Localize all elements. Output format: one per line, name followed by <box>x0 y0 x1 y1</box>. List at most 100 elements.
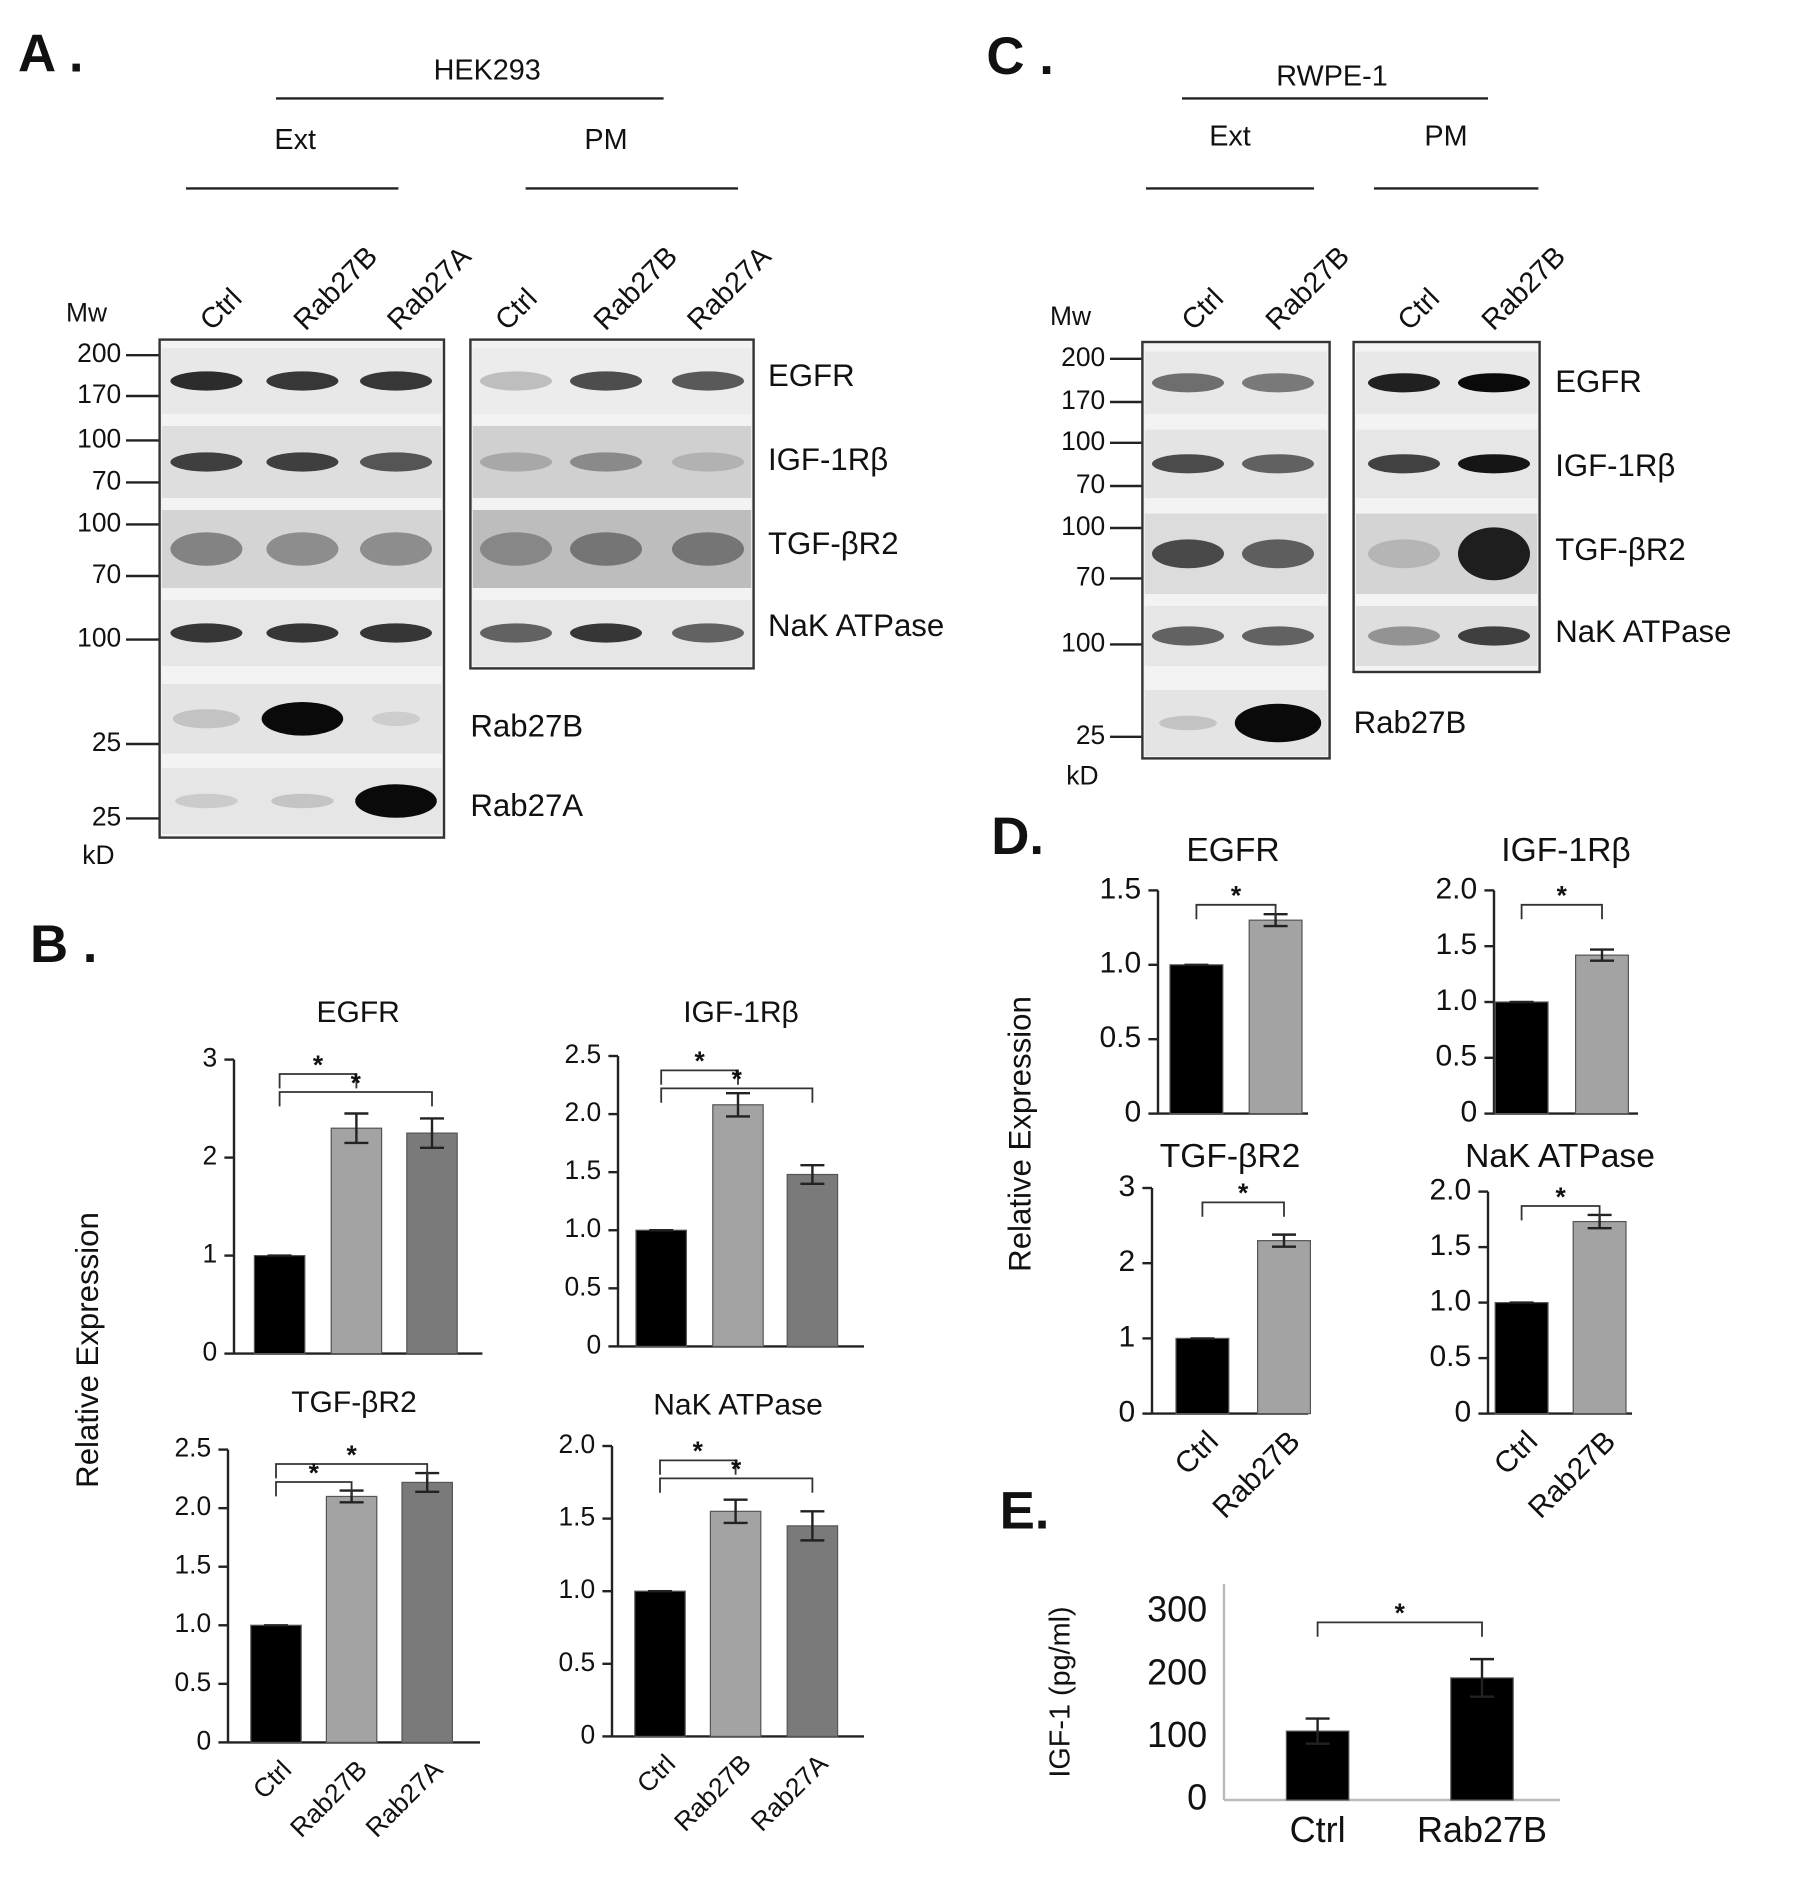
error-bar <box>344 1112 369 1145</box>
significance-bracket <box>278 1091 433 1107</box>
significance-bracket <box>1520 1205 1601 1221</box>
bar <box>325 1495 378 1744</box>
band <box>570 623 642 643</box>
y-tick-label: 2.5 <box>175 1433 212 1463</box>
y-tick-label: 3 <box>1119 1170 1136 1203</box>
band <box>1152 626 1224 646</box>
error-bar <box>420 1117 444 1149</box>
band <box>1368 454 1440 474</box>
y-tick-label: 0 <box>1119 1396 1136 1429</box>
y-tick-label: 1 <box>1119 1320 1136 1353</box>
mw-marker: 100 <box>77 423 121 453</box>
band <box>360 371 432 391</box>
mw-unit: kD <box>1066 761 1098 791</box>
protein-label: NaK ATPase <box>1555 614 1731 649</box>
y-tick-label: 0.5 <box>559 1647 596 1677</box>
band <box>1152 539 1224 569</box>
error-bar <box>1272 1233 1296 1248</box>
protein-label: IGF-1Rβ <box>768 442 888 477</box>
band <box>360 623 432 643</box>
y-axis-label: Relative Expression <box>1003 996 1038 1272</box>
y-tick-label: 0.5 <box>175 1667 212 1697</box>
significance-label: * <box>313 1050 324 1080</box>
group-label: PM <box>1424 121 1467 153</box>
bar <box>1572 1220 1627 1415</box>
bar <box>712 1104 764 1347</box>
y-tick-label: 300 <box>1147 1589 1207 1630</box>
protein-label: Rab27B <box>470 709 583 744</box>
mw-marker: 25 <box>1076 720 1105 750</box>
y-tick-label: 2.0 <box>565 1097 602 1127</box>
mw-marker: 25 <box>92 801 121 831</box>
mw-marker: 100 <box>1061 511 1105 541</box>
band <box>170 371 243 391</box>
bar <box>1169 964 1224 1115</box>
chart-title: EGFR <box>317 996 400 1029</box>
protein-label: IGF-1Rβ <box>1555 448 1675 483</box>
blot-box <box>158 338 446 839</box>
y-tick-label: 2.0 <box>1429 1174 1471 1207</box>
band <box>170 623 243 643</box>
significance-bracket <box>1520 903 1603 920</box>
significance-bracket <box>1316 1621 1483 1637</box>
bar <box>1494 1302 1549 1415</box>
y-tick-label: 0.5 <box>1099 1021 1141 1054</box>
band <box>170 452 243 472</box>
band <box>480 452 552 472</box>
chart-title: NaK ATPase <box>653 1388 823 1421</box>
band <box>672 532 744 566</box>
y-tick-label: 3 <box>203 1043 218 1073</box>
bar <box>634 1590 686 1737</box>
y-tick-label: 1.0 <box>559 1574 596 1604</box>
y-tick-label: 0 <box>197 1725 212 1755</box>
significance-label: * <box>1395 1598 1406 1628</box>
significance-label: * <box>1238 1178 1249 1208</box>
y-tick-label: 1.5 <box>1099 872 1141 905</box>
band <box>1458 373 1530 393</box>
significance-bracket <box>275 1481 353 1497</box>
y-tick-label: 200 <box>1147 1651 1207 1692</box>
band <box>1159 715 1217 731</box>
mw-marker: 170 <box>77 379 121 409</box>
significance-bracket <box>660 1087 814 1103</box>
mw-marker: 100 <box>77 507 121 537</box>
significance-label: * <box>731 1454 742 1484</box>
mw-marker: 100 <box>1061 426 1105 456</box>
cell-line: HEK293 <box>434 55 541 87</box>
bar <box>1450 1677 1514 1801</box>
band <box>266 371 339 391</box>
y-tick-label: 1.5 <box>1435 928 1477 961</box>
band <box>170 532 243 566</box>
bar <box>330 1127 383 1355</box>
chart-title: TGF-βR2 <box>291 1386 417 1419</box>
y-tick-label: 0 <box>1461 1096 1478 1129</box>
error-bar <box>1590 948 1614 962</box>
significance-label: * <box>694 1046 705 1076</box>
band <box>480 623 552 643</box>
mw-marker: 200 <box>1061 342 1105 372</box>
band <box>172 709 240 729</box>
mw-unit: kD <box>82 840 114 870</box>
bar <box>250 1624 302 1744</box>
band <box>1234 703 1322 743</box>
band <box>1458 454 1530 474</box>
bar <box>1494 1001 1549 1115</box>
y-tick-label: 0 <box>1187 1777 1207 1818</box>
band <box>570 371 642 391</box>
y-tick-label: 2 <box>1119 1245 1136 1278</box>
y-tick-label: 1.5 <box>1429 1229 1471 1262</box>
significance-label: * <box>1555 1182 1566 1212</box>
error-bar <box>723 1498 748 1525</box>
x-tick-label: Rab27B <box>1417 1809 1547 1850</box>
band <box>266 452 339 472</box>
y-tick-label: 1.5 <box>565 1155 602 1185</box>
band <box>570 532 642 566</box>
band <box>271 793 334 809</box>
blot-strip <box>472 426 752 498</box>
band <box>266 623 339 643</box>
y-tick-label: 1 <box>203 1239 218 1269</box>
significance-bracket <box>660 1069 739 1085</box>
bar <box>1575 954 1629 1115</box>
mw-title: Mw <box>1050 301 1092 331</box>
